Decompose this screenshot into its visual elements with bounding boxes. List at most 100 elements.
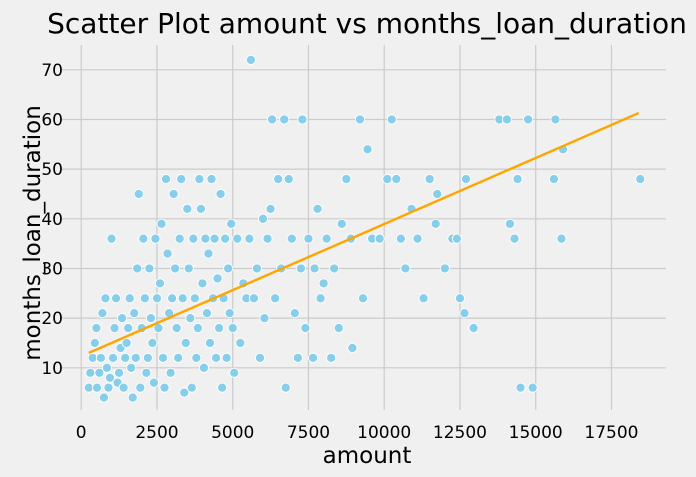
data-point [160, 174, 172, 185]
data-point [147, 337, 158, 349]
data-point [223, 263, 234, 274]
data-point [106, 233, 117, 244]
data-point [289, 308, 300, 319]
data-point [386, 114, 397, 125]
data-point [226, 218, 237, 229]
data-point [270, 293, 281, 304]
data-point [179, 387, 190, 398]
data-point [189, 293, 200, 304]
data-point [259, 313, 270, 324]
x-tick-label: 15000 [509, 423, 563, 443]
y-tick-label: 10 [41, 359, 63, 379]
data-point [283, 174, 294, 185]
data-point [156, 218, 167, 229]
data-point [111, 293, 122, 304]
data-point [229, 367, 240, 378]
data-point [162, 248, 173, 259]
data-point [89, 337, 100, 349]
data-point [295, 263, 306, 274]
data-point [183, 263, 194, 274]
x-tick-label: 7500 [287, 423, 330, 443]
x-tick-label: 12500 [433, 423, 487, 443]
data-point [171, 323, 182, 334]
data-point [91, 382, 103, 393]
data-point [121, 337, 132, 349]
data-point [248, 293, 259, 304]
data-point [501, 114, 512, 125]
data-point [195, 203, 206, 214]
data-point [85, 367, 96, 378]
data-point [527, 382, 538, 393]
data-point [265, 203, 276, 214]
y-tick-label: 50 [41, 160, 63, 180]
data-point [133, 188, 144, 200]
tick-labels: 0 2500 5000 7500 10000 12500 15000 17500 10 20 30 4… [41, 61, 638, 443]
data-point [97, 308, 108, 319]
data-point [354, 114, 366, 125]
data-point [329, 263, 340, 274]
data-point [333, 323, 344, 334]
data-point [341, 174, 352, 185]
data-point [120, 352, 131, 363]
data-point [244, 233, 255, 244]
data-point [124, 293, 135, 304]
data-point [300, 323, 311, 334]
data-point [220, 233, 231, 244]
data-point [400, 263, 411, 274]
data-point [279, 114, 290, 125]
data-point [127, 392, 138, 403]
data-point [104, 372, 116, 383]
data-point [232, 233, 243, 244]
data-point [174, 233, 185, 244]
y-tick-label: 40 [41, 210, 63, 230]
data-point [454, 293, 466, 304]
data-point [118, 382, 129, 393]
data-point [197, 278, 208, 289]
x-tick-label: 0 [76, 423, 87, 443]
data-point [257, 213, 269, 224]
data-point [135, 382, 146, 393]
data-point [159, 382, 170, 393]
data-point [395, 233, 406, 244]
data-point [391, 174, 402, 185]
data-point [170, 263, 181, 274]
y-tick-label: 30 [41, 259, 63, 279]
data-point [188, 233, 199, 244]
data-point [114, 367, 125, 378]
data-point [194, 174, 205, 185]
data-point [315, 293, 326, 304]
data-point [374, 233, 385, 244]
data-point [203, 248, 214, 259]
data-point [418, 293, 429, 304]
data-point [101, 362, 113, 373]
data-point [192, 323, 203, 334]
y-tick-label: 20 [41, 309, 63, 329]
data-point [132, 263, 143, 274]
data-point [292, 352, 303, 363]
data-point [141, 367, 152, 378]
data-point [382, 174, 393, 185]
data-point [107, 352, 119, 363]
chart-title: Scatter Plot amount vs months_loan_durat… [47, 7, 687, 40]
data-point [235, 337, 246, 349]
data-point [91, 323, 102, 334]
data-point [165, 367, 176, 378]
data-point [180, 337, 191, 349]
data-point [148, 377, 159, 388]
data-point [336, 218, 347, 229]
data-point [459, 308, 470, 319]
data-point [139, 293, 150, 304]
data-point [185, 313, 196, 324]
data-point [303, 233, 314, 244]
data-point [98, 392, 109, 403]
data-point [176, 174, 187, 185]
data-point [286, 233, 297, 244]
data-point [168, 188, 179, 200]
data-point [94, 367, 105, 378]
data-point [144, 263, 155, 274]
data-point [182, 203, 193, 214]
data-point [309, 263, 320, 274]
data-point [109, 323, 120, 334]
data-point [201, 308, 213, 319]
